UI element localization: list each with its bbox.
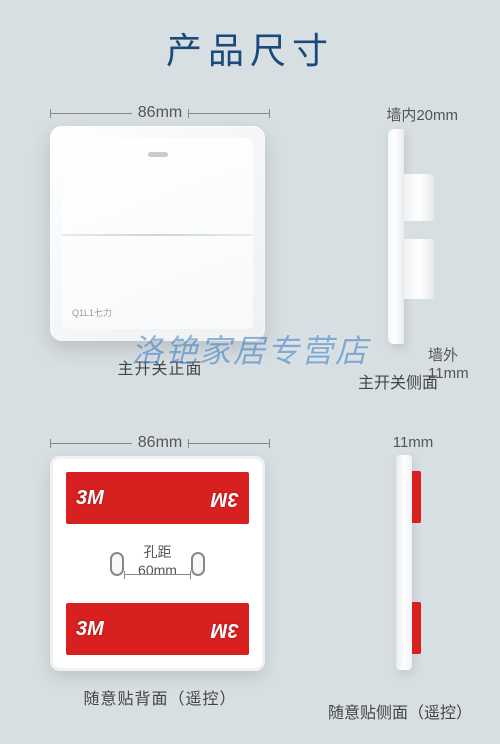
back-width-dimension: 86mm: [50, 434, 270, 452]
stick-plate: [396, 455, 412, 670]
led-indicator-icon: [148, 152, 168, 157]
front-view-cell: 86mm Q1L1七力 主开关正面: [50, 104, 270, 379]
side-body: 墙外11mm: [388, 129, 458, 344]
dim-line-left: [50, 443, 132, 444]
wall-in-label: 墙内20mm: [358, 104, 458, 125]
page-title: 产品尺寸: [0, 0, 500, 74]
stick-tape-top: [412, 471, 421, 523]
stick-tape-bottom: [412, 602, 421, 654]
tape-brand-icon: 3M: [211, 618, 239, 641]
hole-distance-dimension: 孔距 60mm: [114, 542, 201, 578]
dim-line-right: [188, 443, 270, 444]
adhesive-tape-top: 3M 3M: [66, 472, 249, 524]
dim-line-right: [188, 113, 270, 114]
back-view-cell: 86mm 3M 3M 3M 3M 孔距 60mm 随意贴背面（遥控）: [50, 434, 270, 709]
side-caption: 主开关侧面: [328, 369, 468, 393]
switch-inner: Q1L1七力: [62, 138, 253, 329]
stick-caption: 随意贴侧面（遥控）: [328, 699, 468, 723]
back-width-label: 86mm: [138, 434, 182, 452]
brand-label: Q1L1七力: [72, 306, 112, 319]
tape-brand-icon: 3M: [76, 487, 104, 510]
front-caption: 主开关正面: [50, 355, 270, 379]
hole-label: 孔距: [144, 544, 172, 560]
stick-body: [396, 455, 448, 670]
stick-side-cell: 11mm: [378, 434, 448, 670]
switch-front-plate: Q1L1七力: [50, 126, 265, 341]
side-notch: [404, 221, 434, 239]
adhesive-tape-bottom: 3M 3M: [66, 603, 249, 655]
side-view-cell: 墙内20mm 墙外11mm: [358, 104, 458, 344]
back-plate: 3M 3M 3M 3M 孔距 60mm: [50, 456, 265, 671]
side-faceplate: [388, 129, 404, 344]
tape-brand-icon: 3M: [76, 618, 104, 641]
hole-dim-line: [124, 574, 191, 575]
front-width-label: 86mm: [138, 104, 182, 122]
stick-thickness-label: 11mm: [378, 434, 448, 451]
back-caption: 随意贴背面（遥控）: [50, 685, 270, 709]
dim-line-left: [50, 113, 132, 114]
tape-brand-icon: 3M: [211, 487, 239, 510]
front-width-dimension: 86mm: [50, 104, 270, 122]
hole-dist: 60mm: [138, 562, 177, 578]
dimension-grid: 86mm Q1L1七力 主开关正面 墙内20mm 墙外11mm 主开关侧面 86…: [0, 74, 500, 734]
rocker-split: [62, 234, 253, 236]
